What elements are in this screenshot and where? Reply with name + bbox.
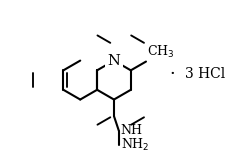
Text: N: N <box>108 54 120 68</box>
Text: NH$_2$: NH$_2$ <box>121 137 149 153</box>
Text: CH$_3$: CH$_3$ <box>147 44 174 60</box>
Text: 3 HCl: 3 HCl <box>185 67 226 81</box>
Text: NH: NH <box>121 124 143 137</box>
Text: ·: · <box>170 65 175 83</box>
